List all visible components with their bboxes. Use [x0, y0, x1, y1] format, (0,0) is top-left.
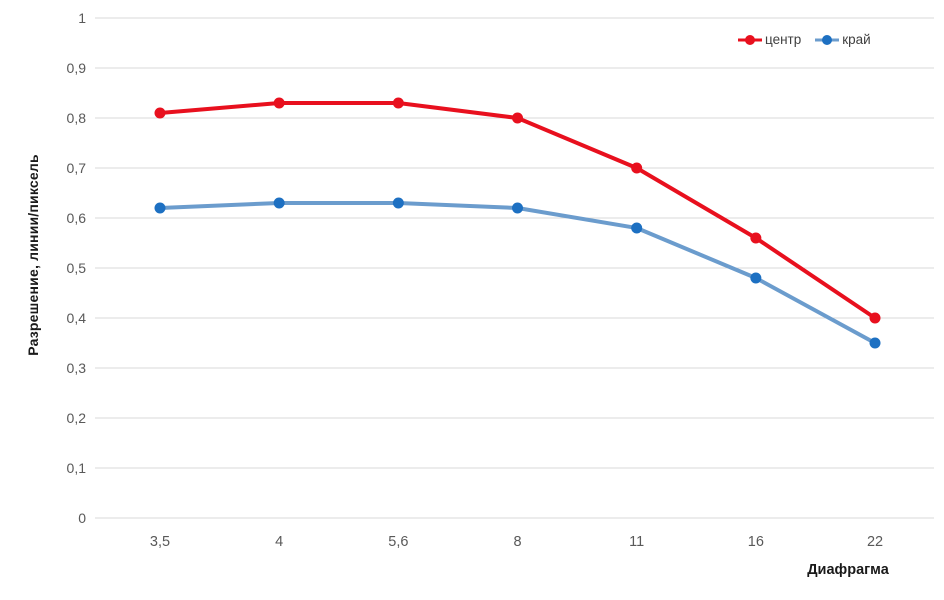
y-tick-label: 0,6 [67, 210, 87, 226]
x-tick-label: 16 [748, 534, 764, 550]
data-point-0-2 [392, 97, 404, 109]
legend-marker-edge [815, 34, 840, 45]
x-tick-label: 11 [629, 534, 644, 550]
data-point-1-3 [512, 202, 524, 214]
y-tick-label: 0,4 [67, 310, 87, 326]
data-point-0-4 [631, 162, 643, 174]
legend-item-center: центр [738, 32, 801, 47]
y-tick-label: 0,1 [67, 460, 87, 476]
x-tick-label: 8 [513, 534, 521, 550]
legend: центр край [738, 32, 871, 47]
data-point-0-3 [512, 112, 524, 124]
data-point-0-0 [154, 107, 166, 119]
legend-label: край [842, 32, 871, 47]
y-tick-label: 1 [78, 10, 86, 26]
legend-marker-center [738, 34, 762, 45]
legend-label: центр [765, 32, 802, 47]
y-axis-title: Разрешение, линии/пиксель [25, 154, 41, 356]
y-tick-label: 0,9 [67, 60, 87, 76]
legend-item-edge: край [815, 32, 871, 47]
y-tick-label: 0 [78, 510, 86, 526]
data-point-1-1 [273, 197, 285, 209]
data-point-0-1 [273, 97, 285, 109]
x-tick-label: 5,6 [388, 534, 408, 550]
y-tick-label: 0,7 [67, 160, 87, 176]
data-point-0-5 [750, 232, 762, 244]
data-point-1-6 [869, 337, 881, 349]
y-tick-label: 0,5 [67, 260, 87, 276]
x-axis-title: Диафрагма [807, 562, 889, 578]
x-tick-label: 22 [867, 534, 883, 550]
y-tick-label: 0,8 [67, 110, 87, 126]
data-point-1-5 [750, 272, 762, 284]
y-tick-label: 0,3 [67, 360, 87, 376]
data-point-1-2 [392, 197, 404, 209]
data-point-1-0 [154, 202, 166, 214]
x-tick-label: 3,5 [150, 534, 170, 550]
data-point-0-6 [869, 312, 881, 324]
legend-marker-dot-icon [745, 34, 755, 45]
data-point-1-4 [631, 222, 643, 234]
series-line-1 [158, 201, 878, 345]
legend-marker-dot-icon [822, 34, 833, 45]
x-tick-label: 4 [275, 534, 283, 550]
y-tick-label: 0,2 [67, 410, 87, 426]
